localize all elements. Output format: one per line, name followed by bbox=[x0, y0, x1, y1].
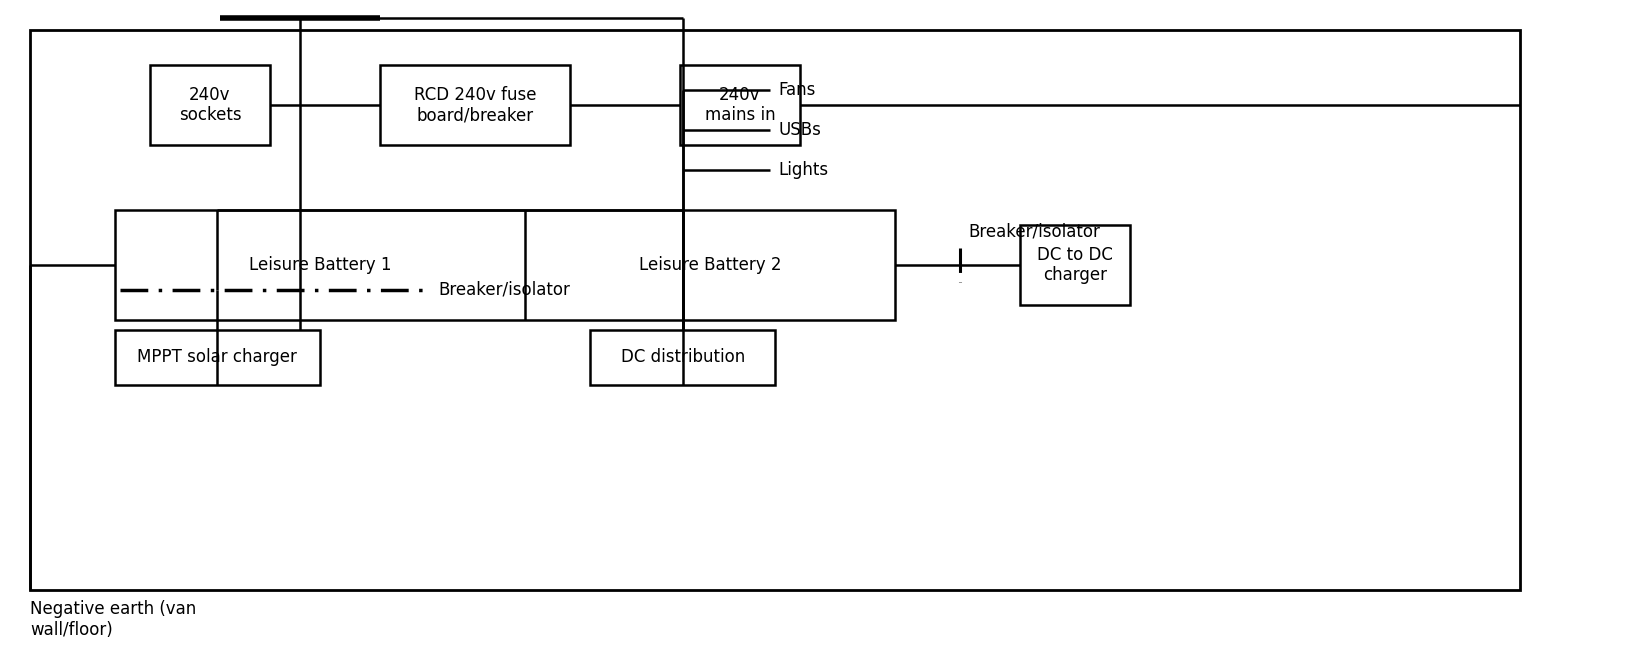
Text: USBs: USBs bbox=[778, 121, 822, 139]
Text: Fans: Fans bbox=[778, 81, 815, 99]
Text: DC to DC
charger: DC to DC charger bbox=[1037, 245, 1113, 284]
Text: 240v
sockets: 240v sockets bbox=[179, 86, 241, 124]
Text: MPPT solar charger: MPPT solar charger bbox=[137, 349, 297, 367]
Text: Leisure Battery 2: Leisure Battery 2 bbox=[639, 256, 781, 274]
Text: 240v
mains in: 240v mains in bbox=[704, 86, 776, 124]
Text: Breaker/isolator: Breaker/isolator bbox=[438, 281, 570, 299]
Bar bbox=[116, 210, 895, 320]
Bar bbox=[150, 65, 271, 145]
Text: Lights: Lights bbox=[778, 161, 828, 179]
Text: DC distribution: DC distribution bbox=[621, 349, 745, 367]
Text: RCD 240v fuse
board/breaker: RCD 240v fuse board/breaker bbox=[414, 86, 536, 124]
Bar bbox=[380, 65, 570, 145]
Bar bbox=[680, 65, 800, 145]
Text: Negative earth (van
wall/floor): Negative earth (van wall/floor) bbox=[29, 600, 196, 639]
Text: Leisure Battery 1: Leisure Battery 1 bbox=[249, 256, 391, 274]
Bar bbox=[1020, 225, 1130, 305]
Text: Breaker/isolator: Breaker/isolator bbox=[968, 222, 1100, 240]
Bar bbox=[116, 330, 319, 385]
Bar bbox=[29, 30, 1521, 590]
Bar bbox=[590, 330, 774, 385]
